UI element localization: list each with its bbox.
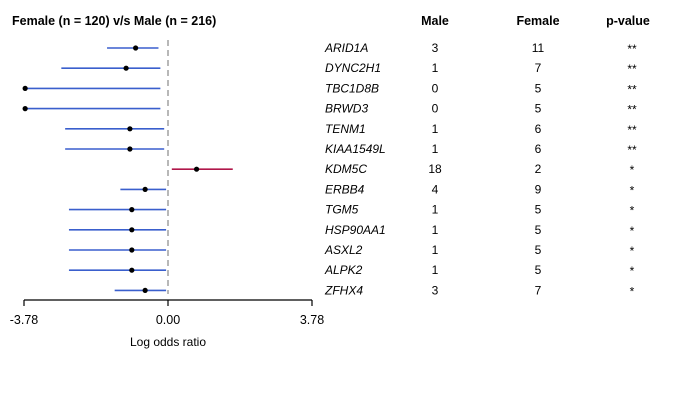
female-count: 6 — [535, 122, 542, 136]
male-count: 4 — [432, 182, 439, 196]
pvalue-stars: * — [630, 284, 635, 298]
point-tenm1 — [127, 126, 133, 132]
chart-title: Female (n = 120) v/s Male (n = 216) — [12, 14, 216, 28]
female-count: 5 — [535, 223, 542, 237]
male-count: 1 — [432, 122, 439, 136]
male-count: 18 — [428, 162, 442, 176]
female-count: 9 — [535, 182, 542, 196]
pvalue-stars: * — [630, 224, 635, 238]
pvalue-stars: ** — [627, 103, 637, 117]
female-count: 5 — [535, 102, 542, 116]
female-count: 2 — [535, 162, 542, 176]
gene-label: DYNC2H1 — [325, 61, 381, 75]
male-count: 3 — [432, 41, 439, 55]
male-count: 0 — [432, 81, 439, 95]
pvalue-stars: ** — [627, 82, 637, 96]
gene-label: ERBB4 — [325, 182, 365, 196]
gene-label: ASXL2 — [324, 243, 363, 257]
gene-label: KIAA1549L — [325, 142, 386, 156]
male-count: 1 — [432, 142, 439, 156]
pvalue-stars: * — [630, 163, 635, 177]
x-tick-label: -3.78 — [10, 313, 39, 327]
gene-label: ZFHX4 — [324, 283, 363, 297]
point-zfhx4 — [142, 287, 148, 293]
pvalue-stars: ** — [627, 123, 637, 137]
female-count: 5 — [535, 263, 542, 277]
point-brwd3 — [22, 106, 28, 112]
pvalue-stars: ** — [627, 143, 637, 157]
point-hsp90aa1 — [129, 227, 135, 233]
female-count: 5 — [535, 243, 542, 257]
pvalue-stars: * — [630, 204, 635, 218]
female-count: 7 — [535, 61, 542, 75]
male-count: 3 — [432, 283, 439, 297]
male-count: 1 — [432, 243, 439, 257]
point-erbb4 — [142, 186, 148, 192]
x-tick-label: 0.00 — [156, 313, 180, 327]
point-dync2h1 — [123, 65, 129, 71]
gene-label: BRWD3 — [325, 102, 368, 116]
pvalue-stars: ** — [627, 42, 637, 56]
gene-label: ALPK2 — [324, 263, 363, 277]
female-count: 5 — [535, 203, 542, 217]
point-kiaa1549l — [127, 146, 133, 152]
point-alpk2 — [129, 267, 135, 273]
gene-label: TGM5 — [325, 203, 359, 217]
point-tbc1d8b — [22, 85, 28, 91]
male-count: 1 — [432, 61, 439, 75]
pvalue-stars: * — [630, 183, 635, 197]
female-count: 6 — [535, 142, 542, 156]
pvalue-stars: ** — [627, 62, 637, 76]
pvalue-stars: * — [630, 264, 635, 278]
female-count: 11 — [532, 41, 545, 55]
male-count: 1 — [432, 263, 439, 277]
point-tgm5 — [129, 207, 135, 213]
gene-label: TENM1 — [325, 122, 366, 136]
female-count: 7 — [535, 283, 542, 297]
rows-group: ARID1A 3 11 **DYNC2H1 1 7 **TBC1D8B 0 5 **BRWD3 0 5… — [22, 40, 637, 298]
gene-label: TBC1D8B — [325, 81, 379, 95]
female-count: 5 — [535, 81, 542, 95]
point-arid1a — [133, 45, 139, 51]
x-tick-label: 3.78 — [300, 313, 324, 327]
gene-label: KDM5C — [325, 162, 367, 176]
point-kdm5c — [193, 166, 200, 172]
pvalue-stars: * — [630, 244, 635, 258]
male-count: 0 — [432, 102, 439, 116]
header-pvalue: p-value — [606, 14, 650, 28]
header-male: Male — [421, 14, 449, 28]
header-female: Female — [516, 14, 559, 28]
male-count: 1 — [432, 223, 439, 237]
gene-label: HSP90AA1 — [325, 223, 386, 237]
point-asxl2 — [129, 247, 135, 253]
gene-label: ARID1A — [324, 41, 368, 55]
x-axis: -3.78 0.00 3.78 — [10, 299, 324, 327]
male-count: 1 — [432, 203, 439, 217]
x-axis-label: Log odds ratio — [130, 335, 206, 349]
